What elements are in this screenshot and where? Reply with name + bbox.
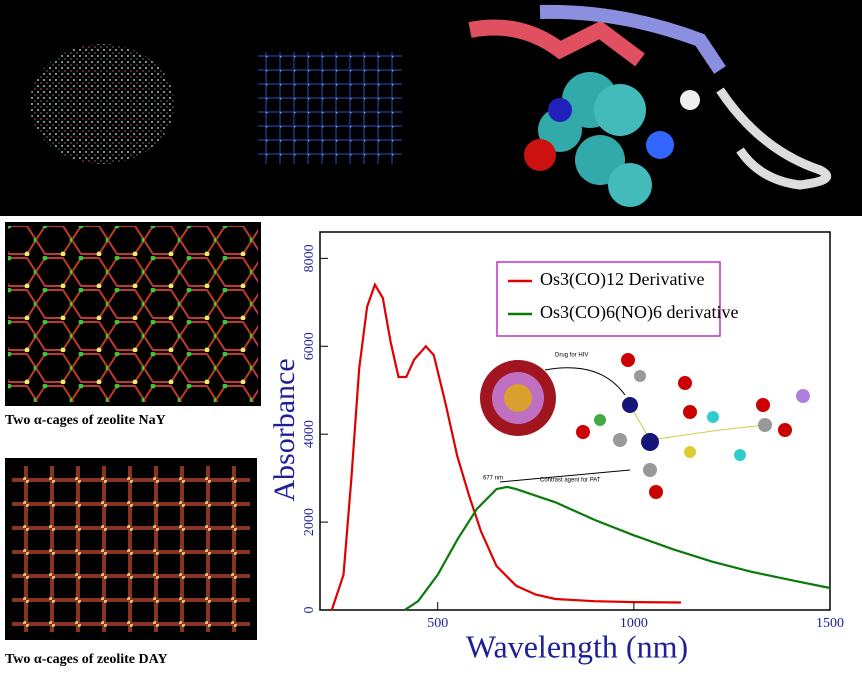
y-tick-label: 2000	[302, 508, 317, 536]
x-tick-label: 500	[427, 616, 448, 631]
y-tick-label: 6000	[302, 332, 317, 360]
legend-label: Os3(CO)12 Derivative	[540, 269, 704, 290]
y-axis-label: Absorbance	[268, 358, 301, 501]
x-axis-label: Wavelength (nm)	[466, 628, 688, 664]
molecule-inset: Drug for HIV 677 nm Contrast agent for P…	[480, 353, 810, 499]
x-tick-label: 1500	[816, 616, 844, 631]
annotation: Drug for HIV	[555, 353, 588, 359]
caption: Two α-cages of zeolite DAY	[5, 652, 168, 667]
lattice-image	[258, 52, 402, 164]
plot-frame	[319, 231, 831, 611]
data-line	[330, 282, 681, 611]
zeolite-nay-cages	[8, 226, 258, 402]
x-tick-label: 1000	[620, 616, 648, 631]
caption: Two α-cages of zeolite NaY	[5, 413, 166, 428]
legend-label: Os3(CO)6(NO)6 derivative	[540, 302, 738, 323]
data-line	[404, 485, 831, 611]
y-tick-label: 0	[302, 607, 317, 614]
annotation: Contrast agent for PAT	[540, 478, 601, 484]
legend	[496, 261, 721, 337]
y-tick-label: 8000	[302, 244, 317, 272]
protein-image	[468, 4, 832, 207]
y-tick-label: 4000	[302, 420, 317, 448]
annotation: 677 nm	[483, 476, 503, 482]
zeolite-day-cages	[12, 466, 250, 632]
sphere-image	[30, 44, 174, 164]
